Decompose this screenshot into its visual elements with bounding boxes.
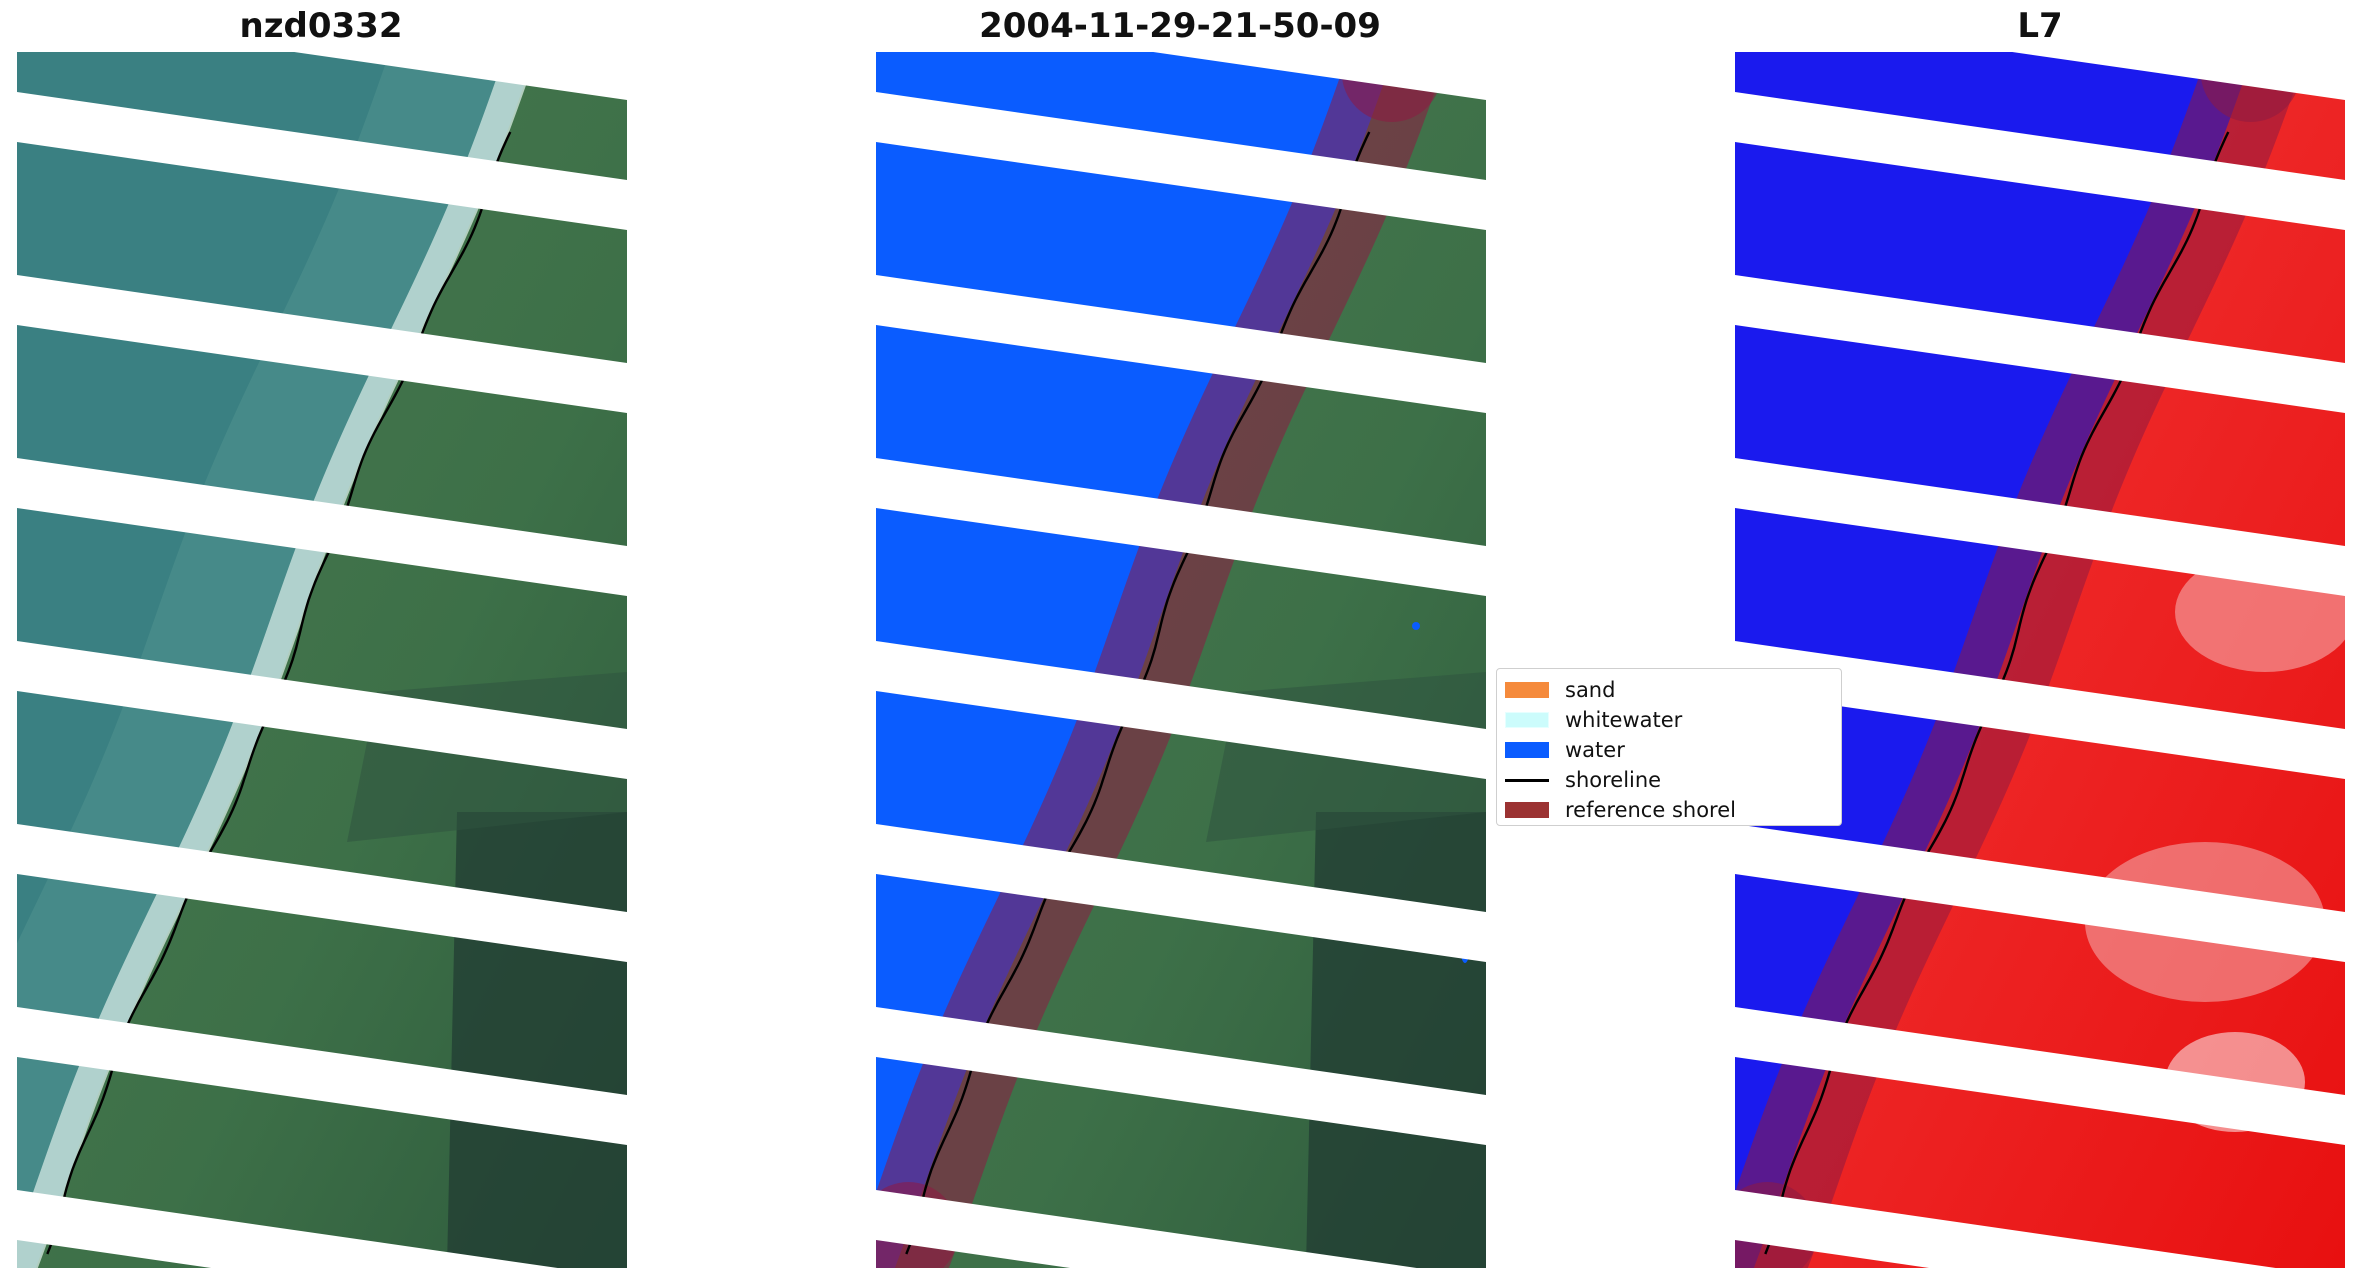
reference-shoreline-swatch-icon <box>1505 802 1549 818</box>
no-data-stripe <box>17 1007 627 1145</box>
no-data-stripe <box>17 641 627 779</box>
legend: sand whitewater water shoreline referenc… <box>1496 668 1842 826</box>
no-data-stripe <box>17 92 627 230</box>
classified-image-panel <box>876 52 1486 1268</box>
no-data-corner <box>17 52 627 100</box>
no-data-corner <box>876 52 1486 100</box>
panel-title-rgb: nzd0332 <box>239 6 403 46</box>
dark-vegetation <box>447 812 627 1268</box>
no-data-stripe <box>1735 1007 2345 1145</box>
no-data-corner <box>1735 52 2345 100</box>
legend-label: reference shorel <box>1565 798 1736 822</box>
sand-swatch-icon <box>1505 682 1549 698</box>
panel-title-satellite: L7 <box>2017 6 2063 46</box>
rgb-svg <box>17 52 627 1268</box>
classified-svg <box>876 52 1486 1268</box>
water-swatch-icon <box>1505 742 1549 758</box>
no-data-stripe <box>1735 275 2345 413</box>
legend-label: shoreline <box>1565 768 1662 792</box>
legend-label: sand <box>1565 678 1616 702</box>
legend-item-reference-shoreline: reference shorel <box>1505 797 1736 823</box>
no-data-stripe <box>876 824 1486 962</box>
shoreline-line-icon <box>1505 778 1549 782</box>
legend-item-shoreline: shoreline <box>1505 767 1661 793</box>
legend-label: whitewater <box>1565 708 1683 732</box>
no-data-stripe <box>1735 92 2345 230</box>
no-data-stripe <box>876 641 1486 779</box>
panel-title-date: 2004-11-29-21-50-09 <box>979 6 1381 46</box>
no-data-stripe <box>17 824 627 962</box>
no-data-stripe <box>876 92 1486 230</box>
whitewater-swatch-icon <box>1505 712 1549 728</box>
no-data-stripe <box>1735 824 2345 962</box>
legend-label: water <box>1565 738 1625 762</box>
index-svg <box>1735 52 2345 1268</box>
nearshore-water <box>17 52 506 1238</box>
no-data-stripe <box>1735 458 2345 596</box>
no-data-stripe <box>17 275 627 413</box>
legend-item-water: water <box>1505 737 1625 763</box>
legend-item-sand: sand <box>1505 677 1615 703</box>
no-data-stripe <box>876 458 1486 596</box>
rgb-image-panel <box>17 52 627 1268</box>
no-data-stripe <box>17 1190 558 1268</box>
no-data-stripe <box>876 1007 1486 1145</box>
index-image-panel <box>1735 52 2345 1268</box>
no-data-stripe <box>1735 641 2345 779</box>
legend-item-whitewater: whitewater <box>1505 707 1682 733</box>
no-data-stripe <box>17 458 627 596</box>
water-blob <box>1412 622 1420 630</box>
dark-vegetation <box>1306 812 1486 1268</box>
no-data-stripe <box>876 275 1486 413</box>
